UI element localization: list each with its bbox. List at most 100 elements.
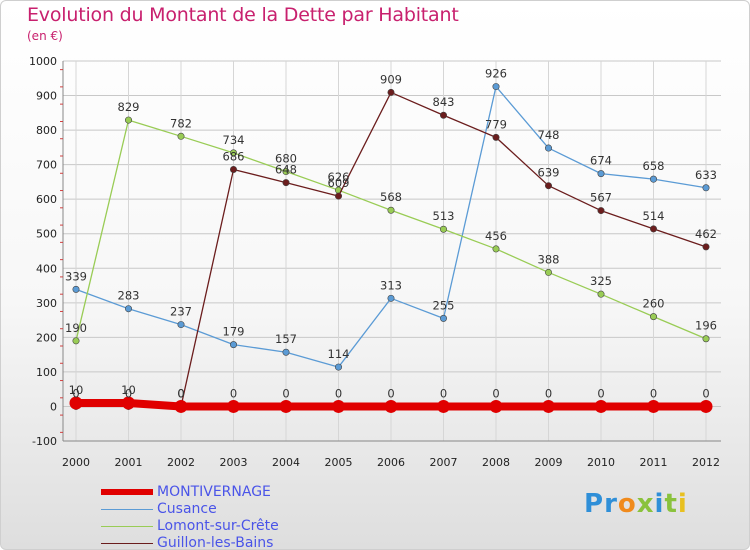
data-point [230,165,238,173]
legend-label: Lomont-sur-Crête [157,518,279,534]
data-label: 843 [433,95,455,109]
data-point [544,182,552,190]
logo-letter: t [664,489,678,519]
data-label: 260 [643,297,665,311]
data-point [387,294,395,302]
data-label: 325 [590,274,612,288]
data-point [544,144,552,152]
data-point [647,399,660,413]
data-label: 0 [72,386,79,400]
data-label: 829 [118,100,140,114]
data-label: 568 [380,190,402,204]
y-tick-label: 900 [36,90,57,103]
data-label: 237 [170,305,192,319]
x-tick-label: 2002 [167,456,195,469]
data-label: 0 [702,386,709,400]
x-tick-label: 2000 [62,456,90,469]
data-point [177,321,185,329]
data-label: 782 [170,116,192,130]
data-label: 609 [328,176,350,190]
data-point [334,363,342,371]
data-point [72,337,80,345]
x-tick-label: 2001 [115,456,143,469]
x-tick-label: 2003 [220,456,248,469]
data-point [542,399,555,413]
data-label: 514 [643,209,665,223]
legend-swatch-montivernage [101,489,153,495]
data-label: 255 [433,298,455,312]
data-point [489,399,503,413]
data-label: 0 [230,386,237,400]
x-tick-label: 2007 [430,456,458,469]
data-label: 10 [121,383,136,397]
data-point [699,399,713,413]
data-point [387,88,395,96]
data-point [492,133,500,141]
data-label: 339 [65,269,87,283]
data-point [702,184,710,192]
data-point [597,170,605,178]
data-label: 0 [492,386,499,400]
data-label: 0 [177,386,184,400]
chart-title: Evolution du Montant de la Dette par Hab… [27,4,459,26]
y-tick-label: 300 [36,297,57,310]
data-point [544,268,552,276]
data-label: 0 [440,386,447,400]
data-point [72,285,80,293]
data-point [230,341,238,349]
data-label: 10 [69,383,84,397]
y-tick-label: 100 [36,366,57,379]
data-label: 0 [335,386,342,400]
data-point [282,168,290,176]
data-point [439,314,447,322]
data-point [332,399,345,413]
data-label: 190 [65,321,87,335]
data-point [282,348,290,356]
legend-swatch-lomont [101,526,153,527]
logo-letter: x [636,489,655,519]
y-tick-label: 1000 [29,55,57,68]
data-label: 567 [590,191,612,205]
data-point [174,399,188,413]
data-label: 179 [223,325,245,339]
data-label: 0 [650,386,657,400]
data-point [649,175,657,183]
data-point [69,396,83,410]
y-tick-label: 0 [50,400,57,413]
data-label: 114 [328,347,350,361]
logo-letter: i [654,489,665,519]
legend-swatch-cusance [101,509,153,510]
data-point [230,149,238,157]
data-point [279,399,293,413]
data-point [439,111,447,119]
data-point [492,83,500,91]
data-point [437,399,450,413]
data-label: 626 [328,170,350,184]
y-tick-label: 700 [36,159,57,172]
x-tick-label: 2006 [377,456,405,469]
data-point [594,399,608,413]
y-tick-label: 600 [36,193,57,206]
y-tick-label: 400 [36,262,57,275]
data-label: 680 [275,152,297,166]
data-label: 0 [177,386,184,400]
chart-subtitle: (en €) [27,29,63,43]
data-label: 734 [223,133,245,147]
data-point [334,192,342,200]
data-point [125,305,133,313]
x-tick-label: 2005 [325,456,353,469]
legend-label: Cusance [157,501,217,517]
data-label: 648 [275,163,297,177]
y-tick-label: 500 [36,228,57,241]
data-point [122,396,135,410]
data-point [439,225,447,233]
data-point [387,206,395,214]
x-tick-label: 2010 [587,456,615,469]
data-label: 658 [643,159,665,173]
legend-label: MONTIVERNAGE [157,484,271,500]
data-label: 674 [590,154,612,168]
data-label: 388 [538,252,560,266]
x-tick-label: 2009 [535,456,563,469]
